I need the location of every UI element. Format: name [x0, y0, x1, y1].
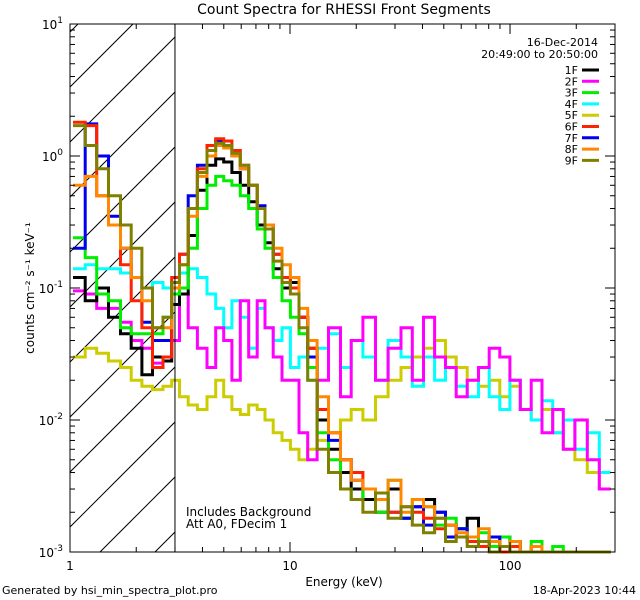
hatch-line	[70, 366, 175, 473]
hatch-line	[70, 421, 175, 528]
footer-timestamp: 18-Apr-2023 10:44	[533, 584, 636, 597]
y-axis-label: counts cm⁻² s⁻¹ keV⁻¹	[23, 222, 37, 354]
x-tick-label: 10	[282, 559, 297, 573]
hatch-line	[70, 36, 175, 143]
x-axis-label: Energy (keV)	[305, 575, 382, 589]
axis-ticks	[69, 24, 616, 553]
date-label: 16-Dec-2014	[527, 36, 598, 49]
y-tick-label: 100	[42, 148, 63, 164]
legend-label-3F: 3F	[565, 87, 578, 100]
annotation-attenuator: Att A0, FDecim 1	[186, 517, 287, 531]
legend-label-7F: 7F	[565, 132, 578, 145]
legend-label-2F: 2F	[565, 75, 578, 88]
y-tick-label: 10-3	[39, 544, 63, 560]
hatch-line	[70, 91, 175, 198]
footer-generated-by: Generated by hsi_min_spectra_plot.pro	[2, 584, 218, 597]
legend-label-6F: 6F	[565, 121, 578, 134]
legend-label-9F: 9F	[565, 154, 578, 167]
chart-title: Count Spectra for RHESSI Front Segments	[197, 2, 491, 18]
hatch-line	[70, 201, 175, 308]
y-tick-label: 10-1	[39, 280, 63, 296]
y-tick-label: 101	[42, 16, 63, 32]
annotation-background: Includes Background	[186, 505, 311, 519]
spectrum-series	[73, 120, 611, 554]
legend-label-4F: 4F	[565, 98, 578, 111]
legend-label-5F: 5F	[565, 109, 578, 122]
y-tick-label: 10-2	[39, 412, 63, 428]
legend-label-8F: 8F	[565, 143, 578, 156]
x-tick-label: 1	[66, 559, 74, 573]
time-range-label: 20:49:00 to 20:50:00	[481, 48, 598, 61]
x-tick-label: 100	[499, 559, 522, 573]
x-tick-labels: 1 10 100	[66, 559, 521, 573]
legend-label-1F: 1F	[565, 64, 578, 77]
series-line-8F	[73, 144, 611, 554]
series-line-9F	[73, 124, 611, 554]
y-tick-labels: 10-3 10-2 10-1 100 101	[39, 16, 64, 560]
